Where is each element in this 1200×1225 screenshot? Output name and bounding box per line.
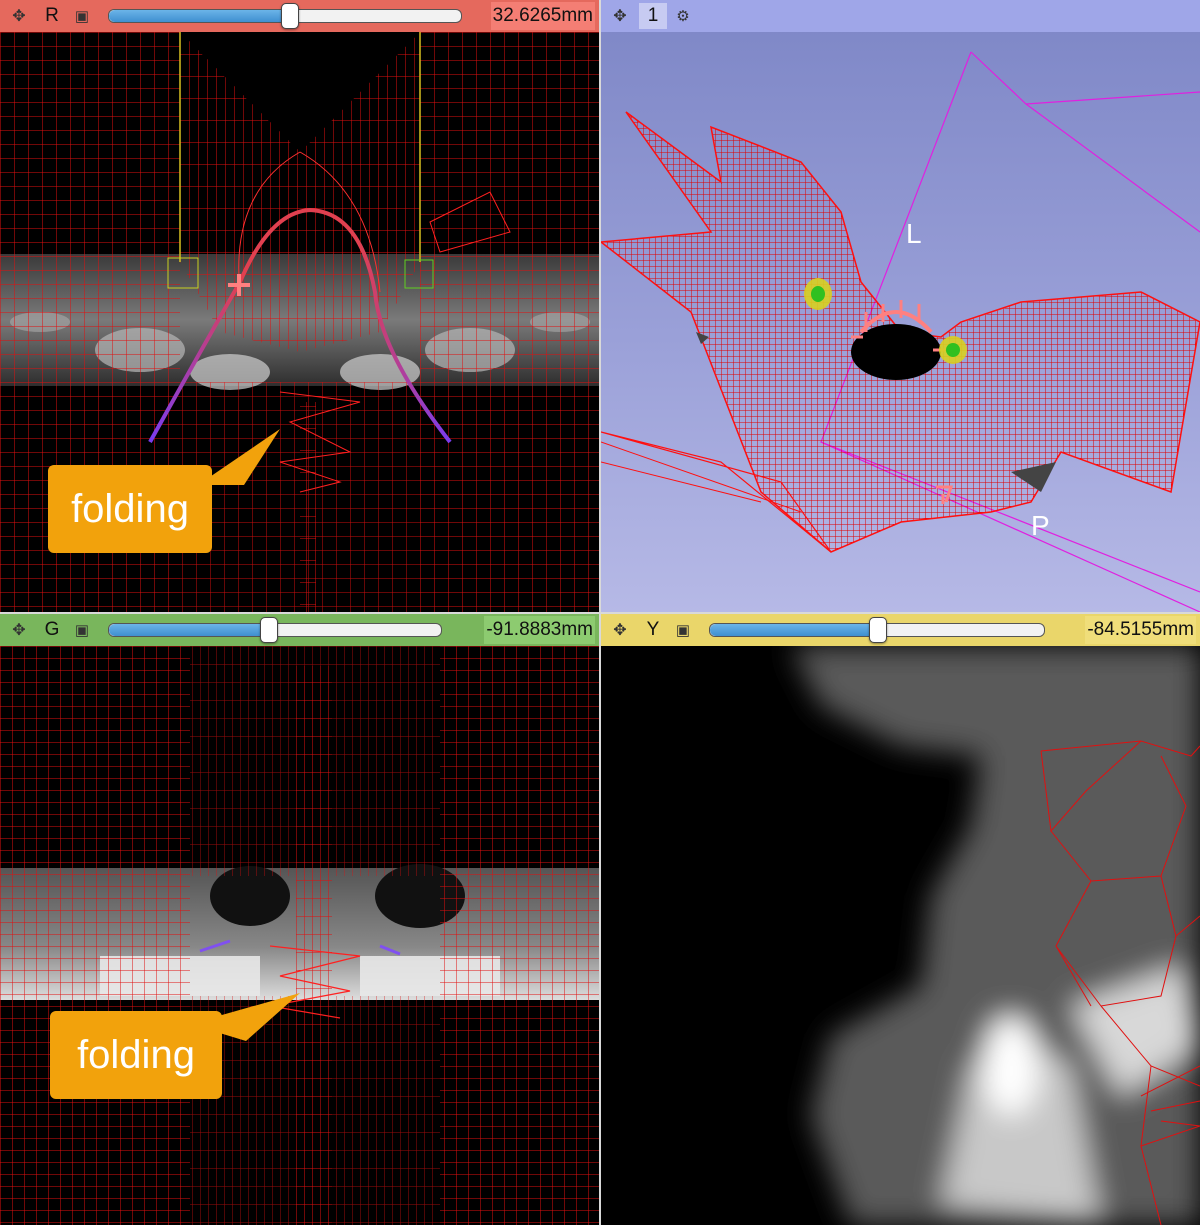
view-divider-horizontal[interactable] xyxy=(0,612,1200,614)
yellow-slice-offset-slider[interactable] xyxy=(709,617,1045,643)
threeD-view-controller-bar: ✥ 1 ⚙ xyxy=(601,0,1200,32)
view-menu-icon[interactable]: ⚙ xyxy=(676,8,690,25)
yellow-slider-thumb[interactable] xyxy=(869,617,887,643)
yellow-slice-offset-value: -84.5155mm xyxy=(1085,616,1196,644)
yellow-slice-image[interactable] xyxy=(601,646,1200,1225)
orientation-marker-posterior: P xyxy=(1031,510,1050,541)
pin-icon[interactable]: ✥ xyxy=(613,622,627,639)
yellow-slice-view[interactable]: ✥ Y ▣ -84.5155mm xyxy=(601,614,1200,1225)
green-slice-offset-slider[interactable] xyxy=(108,617,442,643)
threeD-render[interactable] xyxy=(601,32,1200,612)
green-slice-offset-value: -91.8883mm xyxy=(484,616,595,644)
yellow-view-controller-bar: ✥ Y ▣ -84.5155mm xyxy=(601,614,1200,646)
green-view-label: G xyxy=(44,619,60,640)
green-slider-thumb[interactable] xyxy=(260,617,279,643)
threeD-view[interactable]: ✥ 1 ⚙ xyxy=(601,0,1200,612)
pin-icon[interactable]: ✥ xyxy=(12,622,26,639)
link-icon[interactable]: ▣ xyxy=(74,622,90,639)
red-slice-offset-value: 32.6265mm xyxy=(490,2,595,30)
threeD-view-label: 1 xyxy=(639,3,667,29)
red-slice-image[interactable] xyxy=(0,32,599,612)
pin-icon[interactable]: ✥ xyxy=(613,8,627,25)
orientation-marker-left: L xyxy=(906,218,922,249)
green-slice-view[interactable]: ✥ G ▣ -91.8883mm xyxy=(0,614,599,1225)
green-slice-image[interactable] xyxy=(0,646,599,1225)
red-view-label: R xyxy=(38,3,66,29)
link-icon[interactable]: ▣ xyxy=(74,8,90,25)
red-slice-offset-slider[interactable] xyxy=(108,3,462,29)
yellow-view-label: Y xyxy=(646,619,660,640)
green-view-controller-bar: ✥ G ▣ -91.8883mm xyxy=(0,614,599,646)
pin-icon[interactable]: ✥ xyxy=(12,8,26,25)
folding-label-bottom: folding xyxy=(50,1011,222,1099)
link-icon[interactable]: ▣ xyxy=(675,622,691,639)
folding-label-top: folding xyxy=(48,465,212,553)
red-view-controller-bar: ✥ R ▣ 32.6265mm xyxy=(0,0,599,32)
red-slice-view[interactable]: ✥ R ▣ 32.6265mm xyxy=(0,0,599,612)
red-slider-thumb[interactable] xyxy=(280,3,299,29)
